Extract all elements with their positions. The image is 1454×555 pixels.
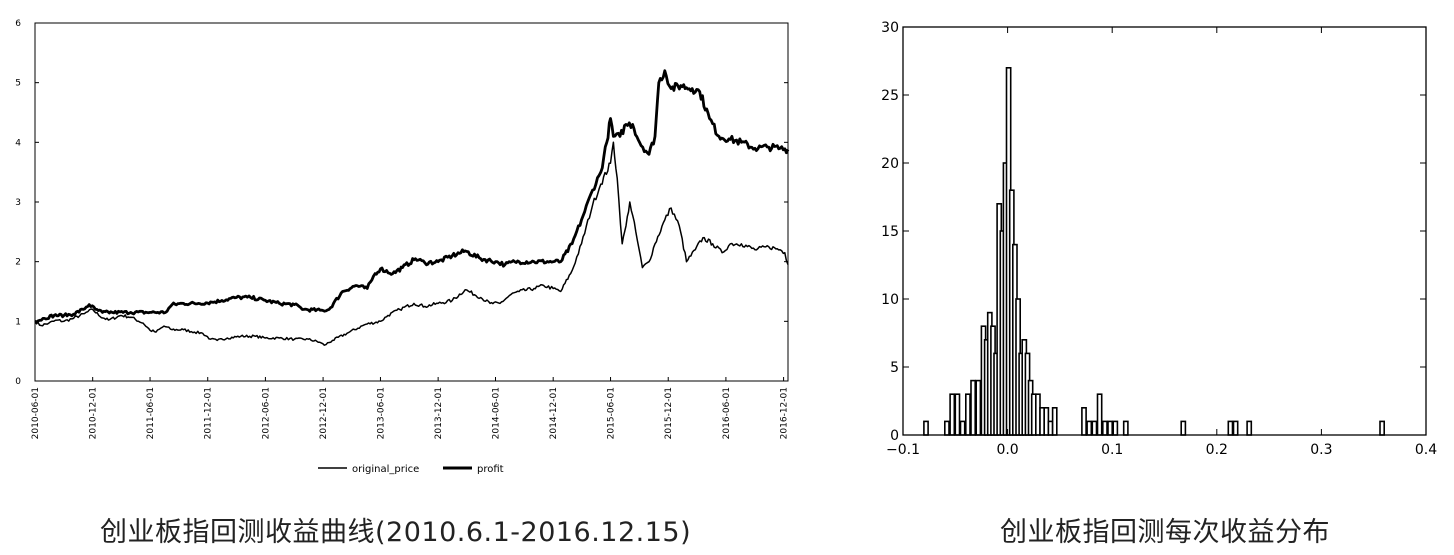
histogram-bars <box>923 67 1385 436</box>
right-ytick-label: 20 <box>881 156 899 172</box>
histogram-bar <box>1091 420 1098 436</box>
histogram-bar <box>970 379 976 436</box>
legend-label-original-price: original_price <box>352 464 419 475</box>
histogram-bar <box>1112 420 1119 436</box>
right-y-axis: 0 5 10 15 20 25 30 <box>881 20 1426 444</box>
left-xtick-label: 2011-06-01 <box>146 387 156 439</box>
right-x-axis: −0.1 0.0 0.1 0.2 0.3 0.4 <box>886 27 1437 458</box>
histogram-bar <box>944 420 950 436</box>
right-ytick-label: 10 <box>881 292 899 308</box>
histogram-bar <box>959 420 966 436</box>
left-ytick-label: 1 <box>15 317 21 327</box>
left-x-axis: 2010-06-01 2010-12-01 2011-06-01 2011-12-01… <box>31 377 790 439</box>
histogram-bar <box>1246 420 1253 436</box>
left-legend: original_price profit <box>318 464 504 475</box>
right-ytick-label: 15 <box>881 224 899 240</box>
series-line-original-price <box>34 141 789 346</box>
histogram-bar <box>965 393 971 436</box>
histogram-bar <box>1051 406 1058 436</box>
left-xtick-label: 2011-12-01 <box>204 387 214 439</box>
left-ytick-label: 6 <box>15 19 21 29</box>
left-ytick-label: 4 <box>15 138 21 148</box>
left-xtick-label: 2010-06-01 <box>31 387 41 439</box>
left-xtick-label: 2013-06-01 <box>376 387 386 439</box>
histogram-bar <box>1180 420 1187 436</box>
legend-label-profit: profit <box>477 464 504 475</box>
left-xtick-label: 2016-12-01 <box>780 387 790 439</box>
right-xtick-label: 0.0 <box>996 442 1018 458</box>
histogram-bar <box>949 393 956 436</box>
histogram-bar <box>1232 420 1239 436</box>
histogram-bar <box>975 379 982 436</box>
left-xtick-label: 2016-06-01 <box>722 387 732 439</box>
histogram-bar <box>1096 393 1103 436</box>
histogram-bar <box>1102 420 1108 436</box>
right-ytick-label: 25 <box>881 88 899 104</box>
histogram-bar <box>923 420 929 436</box>
histogram-bar <box>954 393 961 436</box>
left-y-axis: 0 1 2 3 4 5 6 <box>15 19 788 387</box>
right-ytick-label: 5 <box>890 360 899 376</box>
left-ytick-label: 5 <box>15 79 21 89</box>
right-xtick-label: 0.2 <box>1206 442 1228 458</box>
left-series-lines <box>34 69 790 346</box>
right-ytick-label: 0 <box>890 428 899 444</box>
left-xtick-label: 2015-12-01 <box>664 387 674 439</box>
left-ytick-label: 0 <box>15 377 21 387</box>
histogram-bar <box>1107 420 1113 436</box>
left-ytick-label: 3 <box>15 198 21 208</box>
left-xtick-label: 2014-12-01 <box>549 387 559 439</box>
right-ytick-label: 30 <box>881 20 899 36</box>
histogram-bar <box>1227 420 1234 436</box>
right-xtick-label: 0.4 <box>1415 442 1437 458</box>
right-chart-caption: 创业板指回测每次收益分布 <box>1000 517 1330 548</box>
left-xtick-label: 2014-06-01 <box>491 387 501 439</box>
return-distribution-histogram: 0 5 10 15 20 25 30 −0.1 0.0 0.1 0.2 0.3 0.4 <box>881 20 1437 458</box>
left-xtick-label: 2013-12-01 <box>434 387 444 439</box>
right-xtick-label: 0.1 <box>1101 442 1123 458</box>
histogram-bar <box>1379 420 1385 436</box>
left-ytick-label: 2 <box>15 258 21 268</box>
right-xtick-label: −0.1 <box>886 442 920 458</box>
left-chart-caption: 创业板指回测收益曲线(2010.6.1-2016.12.15) <box>100 517 692 548</box>
histogram-bar <box>1122 420 1129 436</box>
histogram-bar <box>1086 420 1093 436</box>
left-xtick-label: 2012-12-01 <box>319 387 329 439</box>
left-xtick-label: 2015-06-01 <box>607 387 617 439</box>
right-xtick-label: 0.3 <box>1310 442 1332 458</box>
histogram-bar <box>1081 406 1087 436</box>
series-line-profit <box>34 69 790 324</box>
left-xtick-label: 2012-06-01 <box>261 387 271 439</box>
left-xtick-label: 2010-12-01 <box>89 387 99 439</box>
